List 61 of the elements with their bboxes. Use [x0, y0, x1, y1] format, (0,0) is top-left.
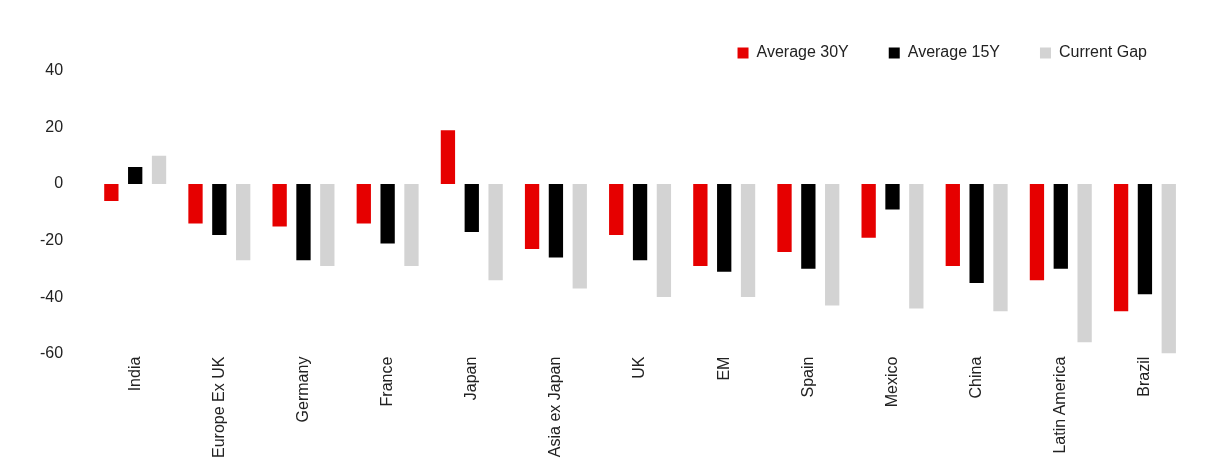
bar	[128, 167, 143, 185]
x-tick-label: Japan	[462, 356, 480, 401]
bar	[740, 184, 756, 298]
x-tick-label: Europe Ex UK	[209, 356, 227, 459]
bar	[488, 184, 503, 281]
bar	[188, 184, 203, 224]
x-tick-label: France	[378, 356, 396, 407]
bar	[524, 184, 540, 250]
y-tick-label: -40	[40, 287, 64, 305]
bar	[993, 184, 1008, 312]
bar	[693, 184, 708, 267]
legend-label: Current Gap	[1058, 43, 1148, 61]
bar	[945, 184, 960, 267]
bar	[356, 184, 371, 224]
bar	[777, 184, 792, 252]
bar	[861, 184, 876, 238]
x-tick-label: Spain	[798, 356, 816, 398]
bar	[296, 184, 311, 261]
y-tick-label: 40	[45, 61, 64, 79]
bar	[1077, 184, 1092, 343]
bar	[909, 184, 924, 309]
bar	[440, 130, 456, 185]
bar	[632, 184, 648, 261]
bar	[1137, 184, 1153, 295]
x-tick-label: China	[967, 356, 985, 399]
x-tick-label: Mexico	[882, 356, 900, 408]
bar	[969, 184, 984, 283]
bar	[1161, 184, 1176, 354]
bar	[404, 184, 419, 267]
bar	[272, 184, 287, 227]
bar	[885, 184, 900, 210]
x-tick-label: EM	[714, 356, 732, 381]
y-tick-label: -20	[40, 230, 64, 248]
bar	[717, 184, 732, 272]
bar	[572, 184, 587, 289]
x-tick-label: Brazil	[1135, 356, 1153, 397]
x-tick-label: India	[125, 356, 143, 392]
bar	[1113, 184, 1129, 312]
x-tick-label: Germany	[293, 356, 311, 423]
bar	[609, 184, 624, 235]
bar	[825, 184, 840, 306]
bar	[151, 155, 167, 185]
legend-label: Average 15Y	[907, 43, 1001, 61]
bar	[320, 184, 335, 267]
bar	[380, 184, 395, 244]
x-tick-label: UK	[630, 356, 648, 379]
bar	[236, 184, 251, 261]
y-tick-label: 0	[54, 174, 64, 192]
x-tick-label: Latin America	[1051, 356, 1069, 454]
legend-label: Average 30Y	[756, 43, 850, 61]
bar	[548, 184, 564, 258]
bar	[1029, 184, 1045, 281]
y-tick-label: -60	[40, 344, 64, 362]
bar	[212, 184, 227, 235]
bar	[104, 184, 119, 201]
x-tick-label: Asia ex Japan	[546, 356, 564, 458]
bar	[801, 184, 816, 269]
bar	[464, 184, 479, 233]
bar	[656, 184, 672, 298]
y-tick-label: 20	[45, 117, 64, 135]
bar	[1053, 184, 1068, 269]
